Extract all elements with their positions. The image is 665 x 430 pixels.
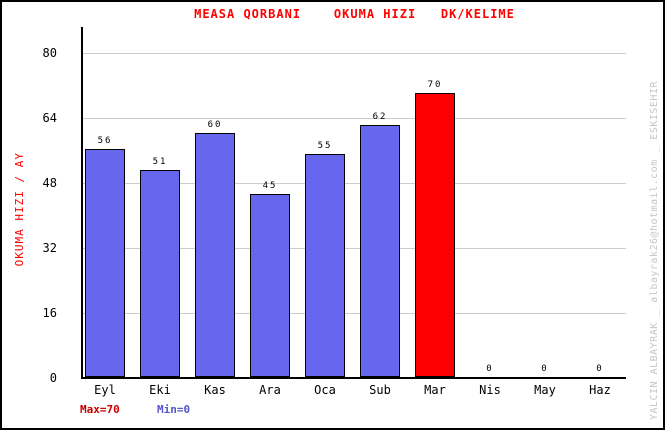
- bar-value-label: 60: [207, 120, 223, 130]
- y-tick-label: 48: [42, 176, 57, 190]
- y-tick-label: 32: [42, 241, 57, 255]
- gridline: [83, 313, 626, 314]
- bar-sub: [360, 125, 400, 377]
- bar-oca: [305, 154, 345, 377]
- x-tick-label-nis: Nis: [479, 383, 501, 397]
- y-tick-label: 80: [42, 46, 57, 60]
- bar-value-label: 0: [486, 364, 494, 374]
- bar-eyl: [85, 149, 125, 377]
- x-tick-label-kas: Kas: [204, 383, 226, 397]
- bar-value-label: 70: [427, 80, 443, 90]
- plot-area: 56 51 60 45 55 62 70 0 0 0: [81, 27, 626, 379]
- x-tick-label-sub: Sub: [369, 383, 391, 397]
- y-tick-label: 64: [42, 111, 57, 125]
- chart-title: MEASA QORBANI OKUMA HIZI DK/KELIME: [194, 7, 515, 21]
- bar-eki: [140, 170, 180, 377]
- bar-value-label: 62: [372, 112, 388, 122]
- bar-value-label: 0: [596, 364, 604, 374]
- x-tick-label-mar: Mar: [424, 383, 446, 397]
- min-value-label: Min=0: [157, 403, 191, 416]
- x-tick-label-haz: Haz: [589, 383, 611, 397]
- bar-value-label: 56: [97, 136, 113, 146]
- y-tick-label: 0: [49, 371, 57, 385]
- bar-mar: [415, 93, 455, 377]
- bar-value-label: 51: [152, 157, 168, 167]
- x-tick-label-ara: Ara: [259, 383, 281, 397]
- watermark: YALCIN ALBAYRAK _ albayrak26@hotmail.com…: [649, 80, 660, 420]
- bar-kas: [195, 133, 235, 377]
- max-value-label: Max=70: [80, 403, 120, 416]
- gridline: [83, 118, 626, 119]
- y-tick-label: 16: [42, 306, 57, 320]
- x-tick-label-may: May: [534, 383, 556, 397]
- gridline: [83, 248, 626, 249]
- x-tick-label-eki: Eki: [149, 383, 171, 397]
- x-tick-label-oca: Oca: [314, 383, 336, 397]
- bar-ara: [250, 194, 290, 377]
- bar-value-label: 0: [541, 364, 549, 374]
- gridline: [83, 183, 626, 184]
- gridline: [83, 53, 626, 54]
- bar-value-label: 45: [262, 181, 278, 191]
- bar-value-label: 55: [317, 141, 333, 151]
- x-tick-label-eyl: Eyl: [94, 383, 116, 397]
